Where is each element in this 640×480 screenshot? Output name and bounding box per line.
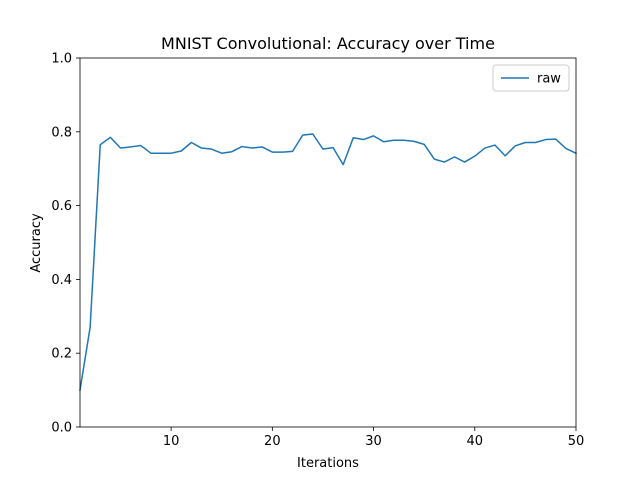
y-tick-label: 0.2	[51, 347, 72, 362]
y-axis-label: Accuracy	[29, 213, 44, 273]
y-tick-label: 0.6	[51, 199, 72, 214]
x-tick-label: 10	[163, 434, 180, 449]
y-tick-label: 0.8	[51, 125, 72, 140]
y-tick-label: 0.4	[51, 273, 72, 288]
chart-title: MNIST Convolutional: Accuracy over Time	[161, 34, 495, 53]
series-line-raw	[79, 133, 577, 391]
x-tick-label: 50	[568, 434, 585, 449]
axes-frame	[79, 57, 577, 428]
x-tick-label: 40	[467, 434, 484, 449]
x-tick-label: 20	[264, 434, 281, 449]
legend-label-raw: raw	[537, 72, 561, 87]
legend-box	[492, 64, 570, 92]
x-tick-label: 30	[365, 434, 382, 449]
plot-area: 10 20 30 40 50 0.0 0.2 0.4 0.6 0.8 1.0 raw	[51, 52, 584, 450]
x-axis-label: Iterations	[297, 456, 359, 471]
y-tick-label: 1.0	[51, 52, 72, 67]
y-tick-label: 0.0	[51, 421, 72, 436]
